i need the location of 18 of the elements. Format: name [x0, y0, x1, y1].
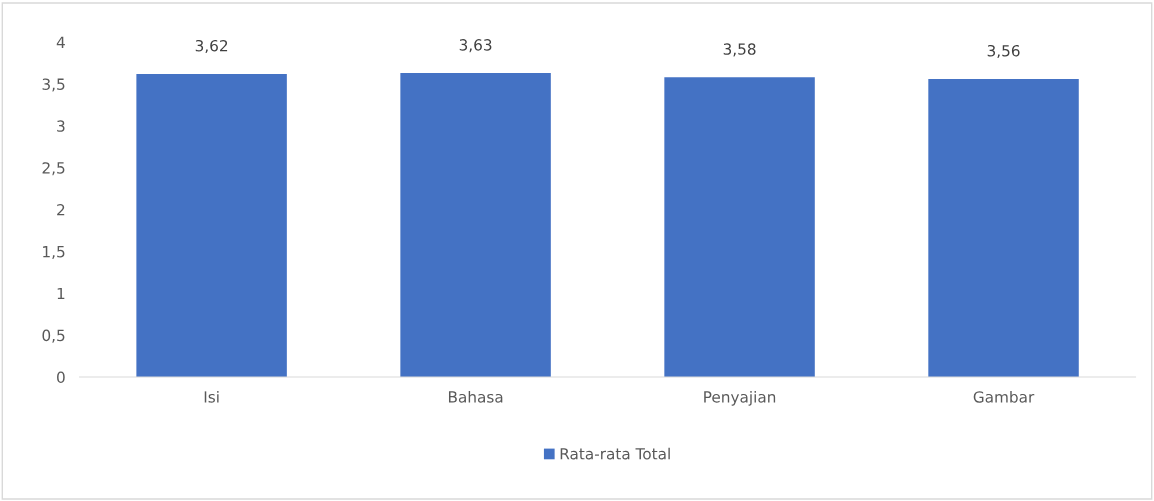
- legend-label: Rata-rata Total: [560, 447, 670, 460]
- y-tick-label: 0,5: [42, 329, 65, 343]
- data-label: 3,63: [459, 39, 492, 53]
- x-tick-label: Isi: [204, 390, 219, 403]
- data-label: 3,62: [195, 39, 228, 54]
- y-tick-label: 1,5: [43, 246, 65, 259]
- x-tick-label: Bahasa: [448, 390, 503, 403]
- y-tick-label: 2,5: [42, 162, 65, 176]
- y-tick-label: 2: [57, 204, 65, 216]
- y-tick-label: 4: [56, 36, 65, 48]
- y-tick-label: 1: [57, 287, 65, 300]
- x-tick-label: Penyajian: [704, 390, 776, 406]
- data-label: 3,58: [723, 43, 756, 57]
- y-tick-label: 0: [57, 371, 65, 384]
- y-tick-label: 3,5: [42, 78, 65, 92]
- data-label: 3,56: [987, 44, 1020, 59]
- y-tick-label: 3: [57, 120, 65, 132]
- x-tick-label: Gambar: [973, 390, 1035, 403]
